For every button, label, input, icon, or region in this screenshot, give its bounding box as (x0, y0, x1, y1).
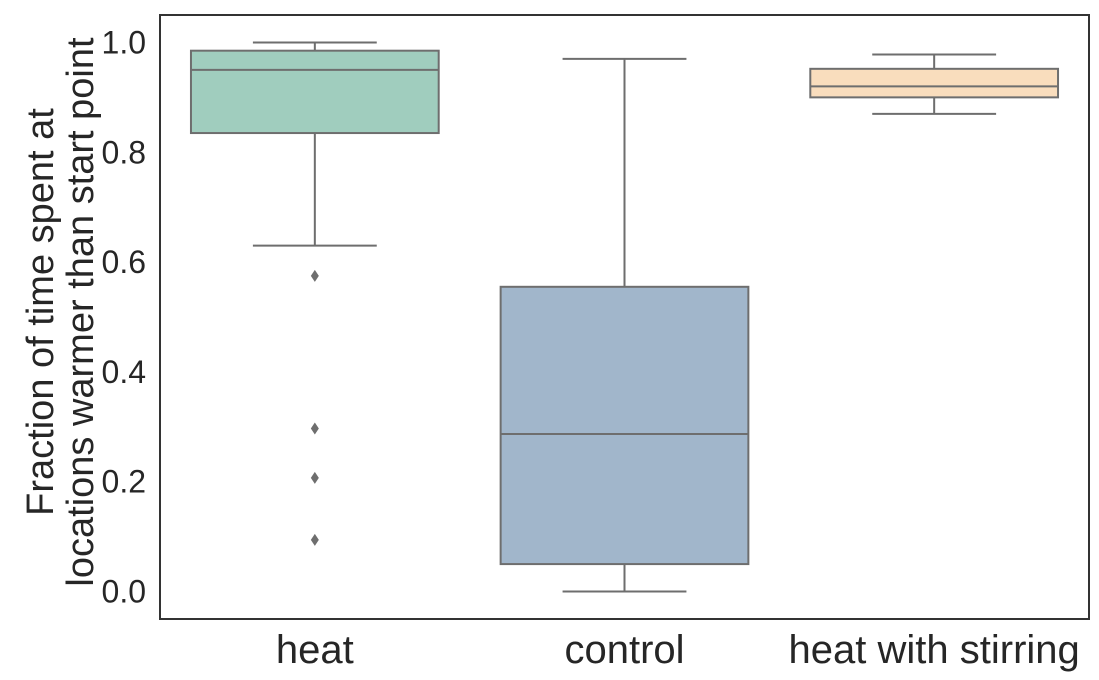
outlier-point (310, 269, 319, 282)
outlier-point (310, 471, 319, 484)
y-tick-label: 0.0 (102, 574, 146, 610)
y-axis-label-line-2: locations warmer than start point (60, 37, 102, 587)
box-group-heat (189, 41, 440, 546)
y-tick-label: 0.2 (102, 464, 146, 500)
y-tick-label: 0.6 (102, 244, 146, 280)
x-tick-label: control (564, 628, 684, 672)
box-iqr (189, 49, 440, 135)
x-tick-labels: heat control heat with stirring (276, 628, 1080, 672)
x-tick-label: heat (276, 628, 354, 672)
boxes-layer (189, 41, 1060, 593)
outlier-point (310, 533, 319, 546)
y-tick-label: 0.8 (102, 134, 146, 170)
outlier-point (310, 422, 319, 435)
y-tick-label: 0.4 (102, 354, 146, 390)
box-group-heat-with-stirring (809, 53, 1060, 115)
y-tick-label: 1.0 (102, 24, 146, 60)
y-axis-label-line-1: Fraction of time spent at (20, 108, 62, 516)
box-iqr (809, 67, 1060, 99)
box-iqr (499, 285, 750, 566)
x-tick-label: heat with stirring (789, 628, 1080, 672)
y-tick-labels: 0.0 0.2 0.4 0.6 0.8 1.0 (102, 24, 146, 609)
y-axis-label: Fraction of time spent at locations warm… (20, 37, 102, 587)
plot-frame (159, 14, 1090, 620)
box-group-control (499, 57, 750, 593)
